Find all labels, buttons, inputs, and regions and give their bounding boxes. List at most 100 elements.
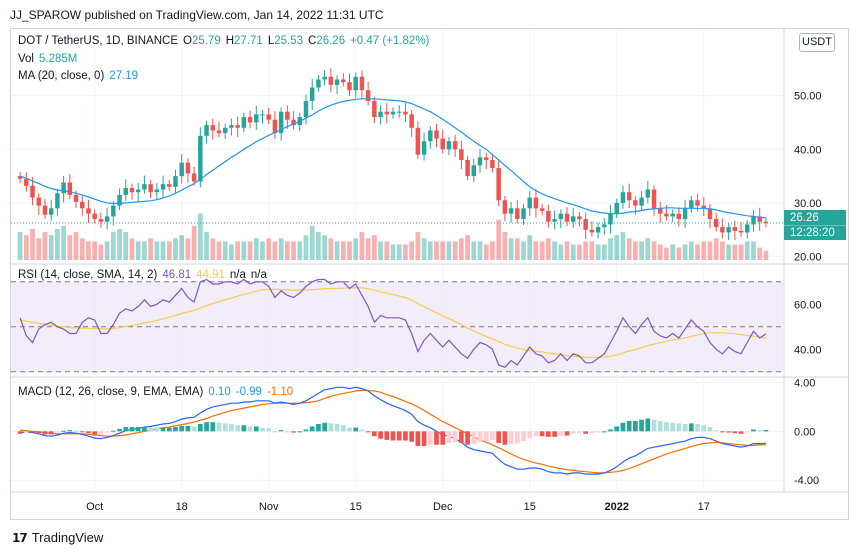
macd-label: MACD (12, 26, close, 9, EMA, EMA) [18, 386, 204, 398]
volume-bar [751, 241, 756, 260]
candle-body [496, 168, 501, 201]
candle-body [645, 189, 651, 198]
volume-bar [309, 225, 315, 260]
symbol-legend[interactable]: DOT / TetherUS, 1D, BINANCE O25.79 H27.71 L… [18, 35, 434, 47]
candle-body [341, 79, 346, 83]
macd-hist-bar [297, 431, 303, 433]
macd-legend[interactable]: MACD (12, 26, close, 9, EMA, EMA) 0.10 -0.… [18, 386, 298, 398]
candle-body [247, 117, 253, 123]
macd-hist-bar [751, 429, 756, 432]
candle-body [633, 200, 638, 206]
price-tick-label: 30.00 [794, 198, 822, 210]
candle-body [154, 189, 160, 193]
candle-body [421, 141, 427, 155]
macd-hist-bar [508, 431, 514, 445]
volume-bar [608, 238, 613, 260]
volume-bar [173, 238, 178, 260]
candle-body [278, 111, 284, 134]
macd-hist-bar [589, 431, 595, 434]
macd-hist-bar [291, 431, 296, 433]
volume-value: 5.285M [39, 53, 78, 65]
candle-body [720, 227, 725, 233]
macd-hist-bar [707, 427, 713, 432]
candle-body [732, 227, 738, 231]
candle-body [608, 213, 613, 225]
macd-hist-bar [490, 431, 495, 440]
volume-bar [222, 241, 228, 260]
candle-body [241, 117, 247, 128]
ma-legend[interactable]: MA (20, close, 0) 27.19 [18, 70, 143, 82]
candle-body [546, 211, 551, 222]
chart-frame[interactable] [10, 28, 849, 520]
candle-body [285, 111, 290, 120]
volume-bar [701, 241, 707, 260]
volume-bar [297, 241, 303, 260]
candle-body [272, 119, 278, 134]
candle-body [135, 189, 141, 193]
macd-hist-bar [763, 429, 769, 432]
volume-bar [316, 232, 321, 260]
volume-bar [620, 232, 626, 260]
volume-bar [92, 241, 98, 260]
macd-hist-bar [166, 427, 172, 432]
volume-bar [403, 244, 408, 260]
macd-hist-bar [365, 431, 371, 433]
macd-tick-label: -4.00 [794, 475, 819, 487]
price-tick-label: 20.00 [794, 252, 822, 264]
candle-body [707, 208, 713, 220]
candle-body [409, 114, 414, 128]
macd-hist-bar [570, 431, 576, 434]
candle-body [658, 208, 663, 214]
volume-bar [558, 244, 564, 260]
volume-legend[interactable]: Vol 5.285M [18, 53, 82, 65]
volume-bar [570, 244, 576, 260]
macd-hist-bar [117, 428, 122, 432]
macd-hist-bar [664, 422, 669, 432]
macd-hist-bar [477, 431, 483, 443]
high-value: 27.71 [234, 35, 263, 47]
currency-button[interactable]: USDT [799, 33, 835, 52]
volume-bar [359, 232, 365, 260]
macd-hist-bar [409, 431, 415, 442]
macd-histogram [17, 418, 769, 446]
volume-bar [514, 238, 520, 260]
symbol-title[interactable]: DOT / TetherUS, 1D, BINANCE [18, 35, 178, 47]
macd-hist-bar [328, 423, 334, 432]
volume-bar [79, 238, 85, 260]
candle-body [570, 216, 576, 222]
volume-bar [583, 241, 589, 260]
macd-hist-bar [427, 431, 433, 445]
volume-bar [48, 235, 54, 260]
volume-bar [657, 244, 663, 260]
macd-hist-bar [670, 422, 676, 432]
volume-bar [552, 241, 557, 260]
candle-body [92, 213, 97, 220]
footer-brand[interactable]: 𝟭𝟳 TradingView [12, 530, 103, 545]
candle-body [98, 219, 104, 222]
rsi-na-2: n/a [250, 269, 267, 281]
volume-bar [645, 238, 651, 260]
low-value: 25.53 [274, 35, 303, 47]
macd-hist-bar [639, 419, 644, 432]
candle-body [620, 192, 626, 203]
candle-body [372, 100, 377, 118]
candle-body [185, 162, 191, 174]
volume-bar [247, 241, 253, 260]
candle-body [266, 114, 271, 120]
volume-bar [384, 241, 390, 260]
candle-body [80, 201, 85, 209]
candle-body [30, 185, 35, 198]
macd-hist-bar [533, 431, 539, 437]
volume-bar [23, 235, 29, 260]
macd-hist-bar [79, 431, 85, 433]
close-label: C [308, 35, 317, 47]
candle-body [191, 173, 197, 182]
macd-hist-bar [148, 427, 153, 432]
candle-body [483, 157, 489, 160]
rsi-legend[interactable]: RSI (14, close, SMA, 14, 2) 46.81 44.91 n/a… [18, 269, 272, 281]
macd-hist-bar [61, 430, 66, 432]
volume-bar [86, 241, 91, 260]
volume-bar [539, 241, 545, 260]
ma-label: MA (20, close, 0) [18, 70, 105, 82]
